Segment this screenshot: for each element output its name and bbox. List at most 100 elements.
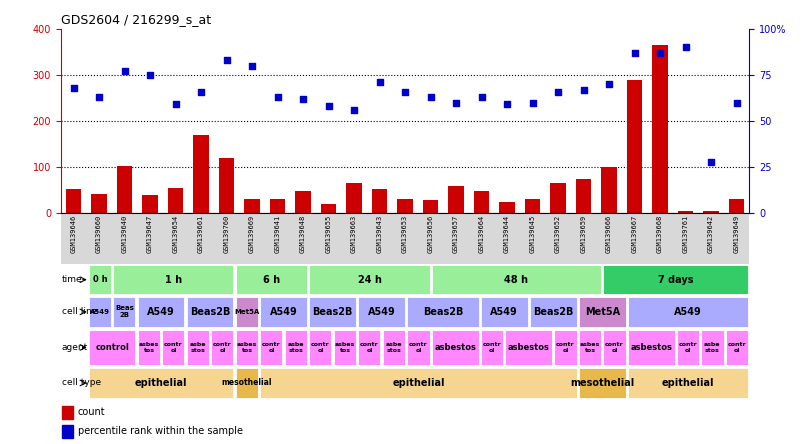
Text: GSM139657: GSM139657 <box>453 214 459 253</box>
Point <box>169 101 182 108</box>
Point <box>475 94 488 101</box>
Bar <box>309 266 429 294</box>
Bar <box>481 297 527 327</box>
Text: GSM139663: GSM139663 <box>351 214 357 253</box>
Text: GSM139645: GSM139645 <box>530 214 535 253</box>
Bar <box>398 199 412 213</box>
Point <box>143 71 156 79</box>
Text: 0 h: 0 h <box>92 275 107 284</box>
Bar <box>219 158 234 213</box>
Bar <box>296 191 311 213</box>
Bar <box>481 330 503 365</box>
Text: asbe
stos: asbe stos <box>386 342 403 353</box>
Text: time: time <box>62 275 83 284</box>
Text: contr
ol: contr ol <box>556 342 575 353</box>
Bar <box>729 199 744 213</box>
Bar <box>383 330 405 365</box>
Text: control: control <box>96 343 129 352</box>
Text: 48 h: 48 h <box>505 275 528 285</box>
Point <box>603 81 616 88</box>
Bar <box>334 330 356 365</box>
Bar <box>407 297 479 327</box>
Bar <box>168 188 183 213</box>
Bar <box>261 368 577 398</box>
Text: A549: A549 <box>674 307 702 317</box>
Bar <box>701 330 723 365</box>
Text: A549: A549 <box>368 307 395 317</box>
Text: asbes
tos: asbes tos <box>237 342 257 353</box>
Text: Beas2B: Beas2B <box>423 307 463 317</box>
Bar <box>66 189 81 213</box>
Text: Met5A: Met5A <box>234 309 259 315</box>
Text: GSM139643: GSM139643 <box>377 214 382 253</box>
Text: GSM139653: GSM139653 <box>402 214 408 253</box>
Text: epithelial: epithelial <box>662 378 714 388</box>
Text: GSM139669: GSM139669 <box>249 214 255 253</box>
Text: contr
ol: contr ol <box>164 342 183 353</box>
Bar <box>601 167 616 213</box>
Text: GSM139660: GSM139660 <box>96 214 102 253</box>
Bar <box>236 330 258 365</box>
Text: GSM139661: GSM139661 <box>198 214 204 253</box>
Bar <box>603 266 748 294</box>
Text: GSM139652: GSM139652 <box>555 214 561 253</box>
Text: count: count <box>78 407 105 417</box>
Bar <box>138 297 185 327</box>
Text: 24 h: 24 h <box>357 275 382 285</box>
Text: GSM139760: GSM139760 <box>224 214 229 253</box>
Bar <box>407 330 429 365</box>
Text: GSM139659: GSM139659 <box>581 214 586 253</box>
Bar <box>555 330 577 365</box>
Bar <box>628 330 675 365</box>
Text: 7 days: 7 days <box>658 275 693 285</box>
Bar <box>449 186 463 213</box>
Point <box>92 94 105 101</box>
Text: asbestos: asbestos <box>630 343 672 352</box>
Bar <box>245 199 260 213</box>
Bar <box>628 368 748 398</box>
Text: A549: A549 <box>490 307 518 317</box>
Bar <box>347 183 361 213</box>
Point <box>679 44 692 51</box>
Bar <box>576 178 591 213</box>
Point <box>501 101 514 108</box>
Bar <box>89 297 111 327</box>
Bar <box>92 194 107 213</box>
Point <box>220 57 233 64</box>
Text: asbe
stos: asbe stos <box>190 342 207 353</box>
Point <box>118 67 131 75</box>
Bar <box>89 266 111 294</box>
Text: contr
ol: contr ol <box>727 342 746 353</box>
Bar <box>236 368 258 398</box>
Bar <box>309 297 356 327</box>
Text: asbes
tos: asbes tos <box>139 342 159 353</box>
Text: contr
ol: contr ol <box>213 342 232 353</box>
Bar <box>579 330 601 365</box>
Text: contr
ol: contr ol <box>483 342 501 353</box>
Bar <box>163 330 185 365</box>
Bar <box>309 330 331 365</box>
Text: contr
ol: contr ol <box>409 342 428 353</box>
Bar <box>627 79 642 213</box>
Text: cell line: cell line <box>62 307 97 317</box>
Bar <box>62 425 73 438</box>
Point <box>526 99 539 106</box>
Text: agent: agent <box>62 343 88 352</box>
Text: Beas2B: Beas2B <box>533 307 573 317</box>
Point <box>245 62 258 69</box>
Bar <box>187 330 209 365</box>
Text: mesothelial: mesothelial <box>570 378 634 388</box>
Text: GSM139656: GSM139656 <box>428 214 433 253</box>
Text: contr
ol: contr ol <box>311 342 330 353</box>
Text: asbes
tos: asbes tos <box>335 342 355 353</box>
Point <box>705 158 718 165</box>
Bar <box>677 330 699 365</box>
Text: A549: A549 <box>90 309 110 315</box>
Text: contr
ol: contr ol <box>360 342 379 353</box>
Text: A549: A549 <box>147 307 175 317</box>
Bar <box>579 297 625 327</box>
Text: GSM139668: GSM139668 <box>657 214 663 253</box>
Bar <box>261 330 283 365</box>
Point <box>194 88 207 95</box>
Text: GSM139664: GSM139664 <box>479 214 484 253</box>
